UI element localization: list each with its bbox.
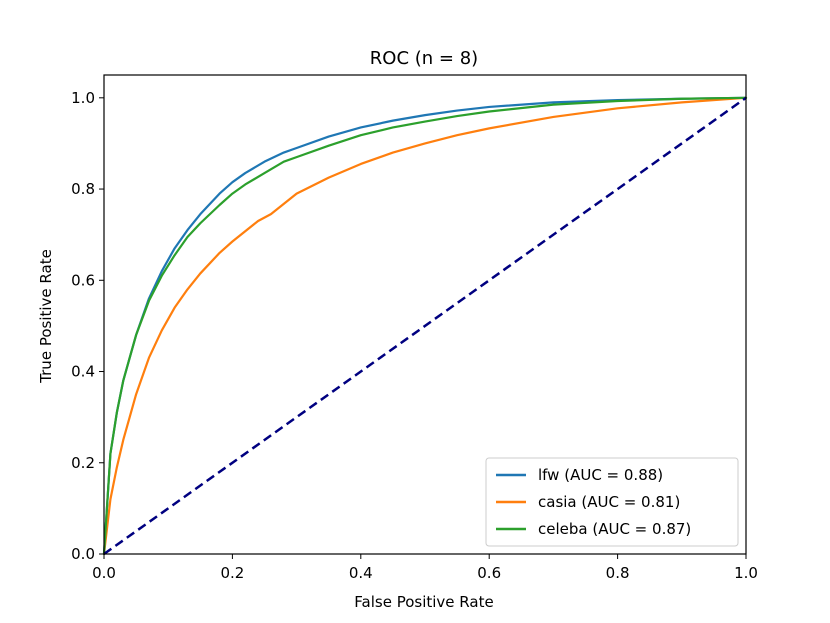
plot-frame [103,74,747,555]
x-axis-label: False Positive Rate [354,593,493,611]
y-tick-label: 0.2 [71,454,95,472]
x-tick-label: 0.4 [349,564,373,582]
x-tick-label: 0.6 [477,564,501,582]
x-tick-label: 0.2 [220,564,244,582]
series-line-chance [103,96,747,556]
y-axis: 0.0 0.2 0.4 0.6 0.8 1.0 [71,89,104,563]
x-tick-label: 0.0 [92,564,116,582]
y-tick-label: 0.0 [71,545,95,563]
x-axis: 0.0 0.2 0.4 0.6 0.8 1.0 [92,554,758,582]
legend-label: casia (AUC = 0.81) [538,493,680,511]
x-tick-label: 0.8 [606,564,630,582]
chart-title: ROC (n = 8) [370,48,478,69]
legend: lfw (AUC = 0.88) casia (AUC = 0.81) celeba… [485,457,739,547]
y-axis-label: True Positive Rate [37,249,55,384]
y-tick-label: 0.6 [71,271,95,289]
legend-label: celeba (AUC = 0.87) [538,520,691,538]
legend-box [485,457,739,547]
x-tick-label: 1.0 [734,564,758,582]
y-tick-label: 0.4 [71,363,95,381]
legend-label: lfw (AUC = 0.88) [538,466,663,484]
y-tick-label: 1.0 [71,89,95,107]
plot-area [102,74,748,556]
series-line-celeba [102,96,748,556]
series-line-casia [102,96,748,556]
y-tick-label: 0.8 [71,180,95,198]
